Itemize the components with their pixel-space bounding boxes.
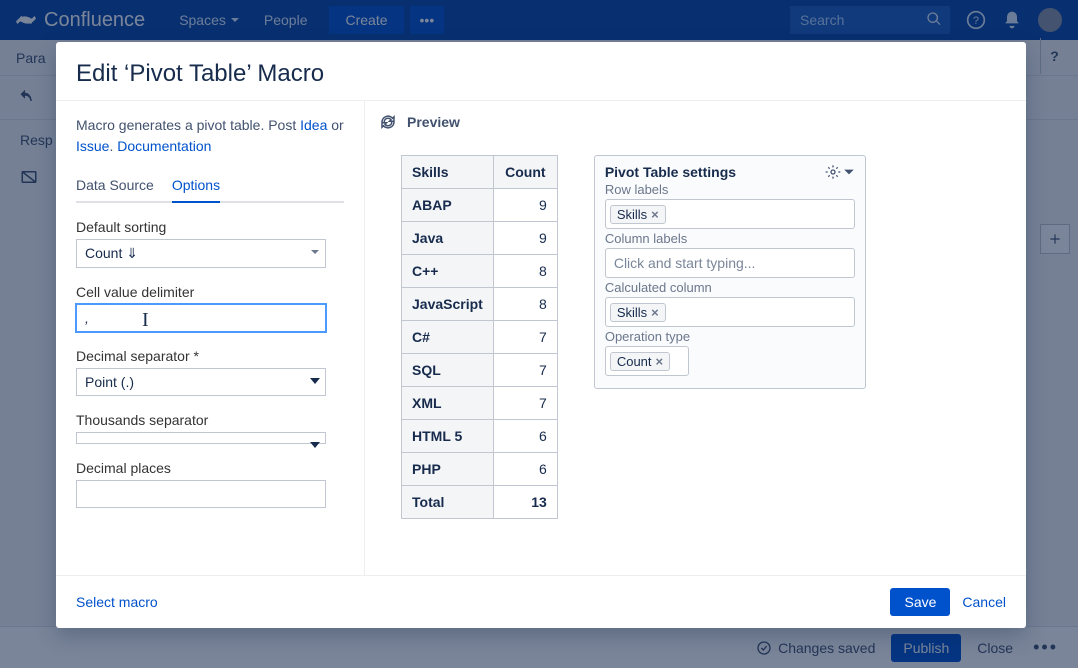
table-cell-skill: C# xyxy=(402,321,494,354)
issue-link[interactable]: Issue xyxy=(76,138,109,154)
decimal-places-label: Decimal places xyxy=(76,460,344,476)
remove-tag-icon[interactable]: × xyxy=(656,354,664,369)
table-cell-count: 8 xyxy=(493,288,557,321)
options-panel: Macro generates a pivot table. Post Idea… xyxy=(56,101,364,575)
options-tabs: Data Source Options xyxy=(76,171,344,203)
col-skills: Skills xyxy=(402,156,494,189)
field-cell-delimiter: Cell value delimiter I xyxy=(76,284,344,332)
preview-label: Preview xyxy=(407,114,460,130)
table-cell-count: 9 xyxy=(493,222,557,255)
field-default-sorting: Default sorting Count ⇓ xyxy=(76,219,344,268)
column-labels-label: Column labels xyxy=(605,231,855,246)
calc-tag-text: Skills xyxy=(617,305,647,320)
settings-gear-button[interactable] xyxy=(825,164,855,180)
table-cell-skill: Java xyxy=(402,222,494,255)
decimal-separator-label: Decimal separator * xyxy=(76,348,344,364)
save-label: Save xyxy=(904,594,936,610)
table-cell-skill: SQL xyxy=(402,354,494,387)
calc-column-input[interactable]: Skills × xyxy=(605,297,855,327)
row-labels-label: Row labels xyxy=(605,182,855,197)
calc-column-label: Calculated column xyxy=(605,280,855,295)
row-tag-text: Skills xyxy=(617,207,647,222)
modal-body: Macro generates a pivot table. Post Idea… xyxy=(56,101,1026,575)
field-decimal-separator: Decimal separator * Point (.) xyxy=(76,348,344,396)
cell-delimiter-input[interactable] xyxy=(76,304,326,332)
tab-options[interactable]: Options xyxy=(172,171,220,201)
tab-data-source[interactable]: Data Source xyxy=(76,171,154,201)
table-cell-count: 6 xyxy=(493,420,557,453)
table-cell-count: 7 xyxy=(493,354,557,387)
field-decimal-places: Decimal places xyxy=(76,460,344,508)
table-cell-count: 8 xyxy=(493,255,557,288)
table-cell-skill: ABAP xyxy=(402,189,494,222)
cell-delimiter-label: Cell value delimiter xyxy=(76,284,344,300)
macro-dialog: Edit ‘Pivot Table’ Macro Macro generates… xyxy=(56,42,1026,628)
default-sorting-select[interactable]: Count ⇓ xyxy=(76,239,326,268)
total-label: Total xyxy=(402,486,494,519)
pivot-table: Skills Count ABAP9Java9C++8JavaScript8C#… xyxy=(401,155,558,519)
operation-type-input[interactable]: Count × xyxy=(605,346,689,376)
row-labels-input[interactable]: Skills × xyxy=(605,199,855,229)
select-macro-link[interactable]: Select macro xyxy=(76,594,158,610)
table-cell-count: 9 xyxy=(493,189,557,222)
macro-description: Macro generates a pivot table. Post Idea… xyxy=(76,115,344,157)
settings-title: Pivot Table settings xyxy=(605,164,736,180)
total-value: 13 xyxy=(493,486,557,519)
default-sorting-label: Default sorting xyxy=(76,219,344,235)
preview-header: Preview xyxy=(365,101,1026,143)
cancel-label: Cancel xyxy=(962,594,1006,610)
table-cell-skill: PHP xyxy=(402,453,494,486)
table-cell-count: 7 xyxy=(493,387,557,420)
docs-link[interactable]: Documentation xyxy=(117,138,211,154)
column-labels-input[interactable]: Click and start typing... xyxy=(605,248,855,278)
modal-title: Edit ‘Pivot Table’ Macro xyxy=(76,60,1006,88)
operation-type-label: Operation type xyxy=(605,329,855,344)
remove-tag-icon[interactable]: × xyxy=(651,207,659,222)
row-label-tag: Skills × xyxy=(610,205,666,224)
op-tag-text: Count xyxy=(617,354,652,369)
table-cell-count: 6 xyxy=(493,453,557,486)
decimal-places-input[interactable] xyxy=(76,480,326,508)
col-count: Count xyxy=(493,156,557,189)
save-button[interactable]: Save xyxy=(890,588,950,616)
cancel-button[interactable]: Cancel xyxy=(962,594,1006,610)
refresh-icon[interactable] xyxy=(379,113,397,131)
table-cell-skill: JavaScript xyxy=(402,288,494,321)
thousands-separator-select[interactable] xyxy=(76,432,326,444)
preview-panel: Preview Skills Count ABAP9Java9C++8JavaS… xyxy=(364,101,1026,575)
gear-icon xyxy=(825,164,841,180)
pivot-settings-panel: Pivot Table settings Row labels Skills × xyxy=(594,155,866,389)
calc-column-tag: Skills × xyxy=(610,303,666,322)
field-thousands-separator: Thousands separator xyxy=(76,412,344,444)
table-cell-count: 7 xyxy=(493,321,557,354)
desc-text-1: Macro generates a pivot table. Post xyxy=(76,117,300,133)
chevron-down-icon xyxy=(843,166,855,178)
remove-tag-icon[interactable]: × xyxy=(651,305,659,320)
column-placeholder: Click and start typing... xyxy=(610,255,756,271)
table-cell-skill: C++ xyxy=(402,255,494,288)
preview-body: Skills Count ABAP9Java9C++8JavaScript8C#… xyxy=(365,143,1026,575)
thousands-separator-label: Thousands separator xyxy=(76,412,344,428)
table-cell-skill: XML xyxy=(402,387,494,420)
modal-header: Edit ‘Pivot Table’ Macro xyxy=(56,42,1026,101)
desc-or: or xyxy=(327,117,343,133)
idea-link[interactable]: Idea xyxy=(300,117,327,133)
table-cell-skill: HTML 5 xyxy=(402,420,494,453)
operation-type-tag: Count × xyxy=(610,352,670,371)
decimal-separator-select[interactable]: Point (.) xyxy=(76,368,326,396)
modal-footer: Select macro Save Cancel xyxy=(56,575,1026,628)
